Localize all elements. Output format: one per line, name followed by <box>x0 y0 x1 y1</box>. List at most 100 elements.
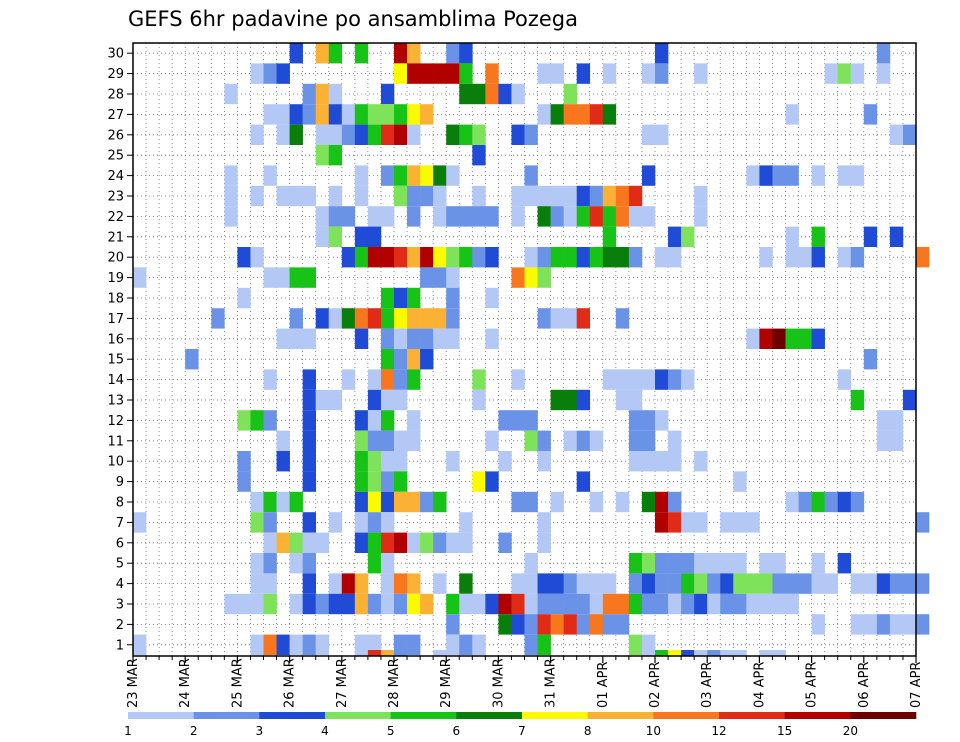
heatmap-cell <box>407 328 421 349</box>
heatmap-cell <box>576 247 591 268</box>
colorbar-label: 4 <box>321 724 329 738</box>
heatmap-cell <box>876 430 891 451</box>
x-tick-label: 29 MAR <box>439 658 454 708</box>
y-tick-label: 13 <box>107 394 124 409</box>
heatmap-cell <box>837 553 852 574</box>
heatmap-cell <box>446 308 460 329</box>
heatmap-cell <box>407 634 421 655</box>
heatmap-cell <box>302 83 316 105</box>
heatmap-cell <box>641 573 656 594</box>
heatmap-cell <box>628 247 643 268</box>
heatmap-cell <box>759 328 773 349</box>
heatmap-cell <box>602 226 617 247</box>
y-tick-label: 23 <box>107 190 124 205</box>
heatmap-cell <box>628 593 643 615</box>
heatmap-cell <box>798 247 812 268</box>
heatmap-cell <box>459 83 473 105</box>
heatmap-cell <box>459 247 473 268</box>
heatmap-cell <box>250 124 264 145</box>
heatmap-cell <box>380 124 395 145</box>
colorbar-swatch <box>128 712 194 719</box>
heatmap-cell <box>302 512 316 533</box>
heatmap-cell <box>433 185 447 207</box>
heatmap-cell <box>367 512 382 533</box>
heatmap-cell <box>681 226 695 247</box>
heatmap-cell <box>628 410 643 431</box>
heatmap-cell <box>628 634 643 655</box>
heatmap-cell <box>250 553 264 574</box>
y-tick-label: 7 <box>116 516 124 531</box>
heatmap-cell <box>315 145 330 166</box>
heatmap-cell <box>394 328 408 349</box>
heatmap-cell <box>263 267 277 288</box>
heatmap-cell <box>276 634 290 655</box>
heatmap-cell <box>720 593 734 615</box>
y-tick-label: 4 <box>116 577 124 592</box>
heatmap-cell <box>237 410 251 431</box>
colorbar-swatch <box>719 712 785 719</box>
heatmap-cell <box>615 491 630 513</box>
heatmap-cell <box>863 226 878 247</box>
heatmap-cell <box>380 369 395 390</box>
heatmap-cell <box>446 614 460 635</box>
heatmap-cell <box>289 328 303 349</box>
y-tick-label: 1 <box>116 638 124 653</box>
heatmap-cell <box>550 614 564 635</box>
heatmap-cell <box>511 410 525 431</box>
heatmap-cell <box>472 206 486 227</box>
heatmap-cell <box>759 573 773 594</box>
y-tick-label: 17 <box>107 312 124 327</box>
heatmap-cell <box>655 553 669 574</box>
heatmap-cell <box>354 328 369 349</box>
heatmap-cell <box>576 573 591 594</box>
heatmap-cell <box>394 573 408 594</box>
heatmap-cell <box>302 328 316 349</box>
heatmap-cell <box>615 593 630 615</box>
heatmap-cell <box>772 593 786 615</box>
heatmap-cell <box>916 247 930 268</box>
heatmap-cell <box>733 553 747 574</box>
colorbar-swatch <box>850 712 917 719</box>
heatmap-cell <box>916 573 930 594</box>
heatmap-cell <box>589 593 604 615</box>
heatmap-cell <box>367 491 382 513</box>
heatmap-cell <box>472 389 486 411</box>
heatmap-cell <box>315 308 330 329</box>
heatmap-cell <box>407 206 421 227</box>
heatmap-cell <box>850 573 865 594</box>
heatmap-cell <box>563 83 577 105</box>
heatmap-cell <box>315 226 330 247</box>
heatmap-cell <box>681 553 695 574</box>
colorbar-swatch <box>259 712 326 719</box>
heatmap-cell <box>394 165 408 186</box>
heatmap-cell <box>589 104 604 125</box>
heatmap-cell <box>354 104 369 125</box>
heatmap-cell <box>380 83 395 105</box>
heatmap-cell <box>367 532 382 553</box>
heatmap-cell <box>550 185 564 207</box>
heatmap-cell <box>289 104 303 125</box>
heatmap-cell <box>602 247 617 268</box>
colorbar-label: 2 <box>190 724 198 738</box>
heatmap-cell <box>420 593 434 615</box>
heatmap-cell <box>315 389 330 411</box>
heatmap-cell <box>785 593 799 615</box>
colorbar-label: 3 <box>256 724 264 738</box>
heatmap-cell <box>446 532 460 553</box>
x-tick-label: 04 APR <box>752 662 767 708</box>
heatmap-cell <box>407 349 421 370</box>
colorbar-label: 10 <box>646 724 661 738</box>
heatmap-cell <box>315 43 330 64</box>
heatmap-cell <box>394 389 408 411</box>
heatmap-cell <box>446 287 460 309</box>
heatmap-cell <box>707 573 721 594</box>
heatmap-cell <box>394 430 408 451</box>
heatmap-cell <box>694 185 708 207</box>
heatmap-cell <box>707 650 721 656</box>
heatmap-cell <box>537 451 551 472</box>
heatmap-cell <box>224 185 238 207</box>
x-tick-label: 06 APR <box>857 662 872 708</box>
heatmap-cell <box>628 185 643 207</box>
heatmap-cell <box>446 63 460 84</box>
heatmap-cell <box>916 614 930 635</box>
